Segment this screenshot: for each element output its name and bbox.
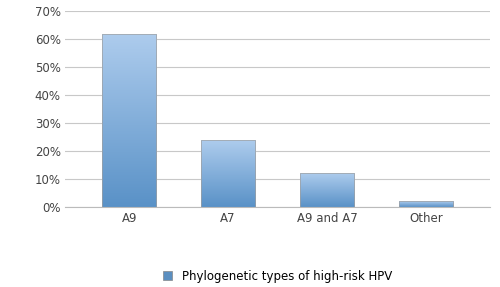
Legend: Phylogenetic types of high-risk HPV: Phylogenetic types of high-risk HPV xyxy=(163,270,392,283)
Bar xyxy=(300,173,354,207)
Bar xyxy=(201,140,256,207)
Bar xyxy=(102,34,156,207)
Bar xyxy=(398,201,453,207)
